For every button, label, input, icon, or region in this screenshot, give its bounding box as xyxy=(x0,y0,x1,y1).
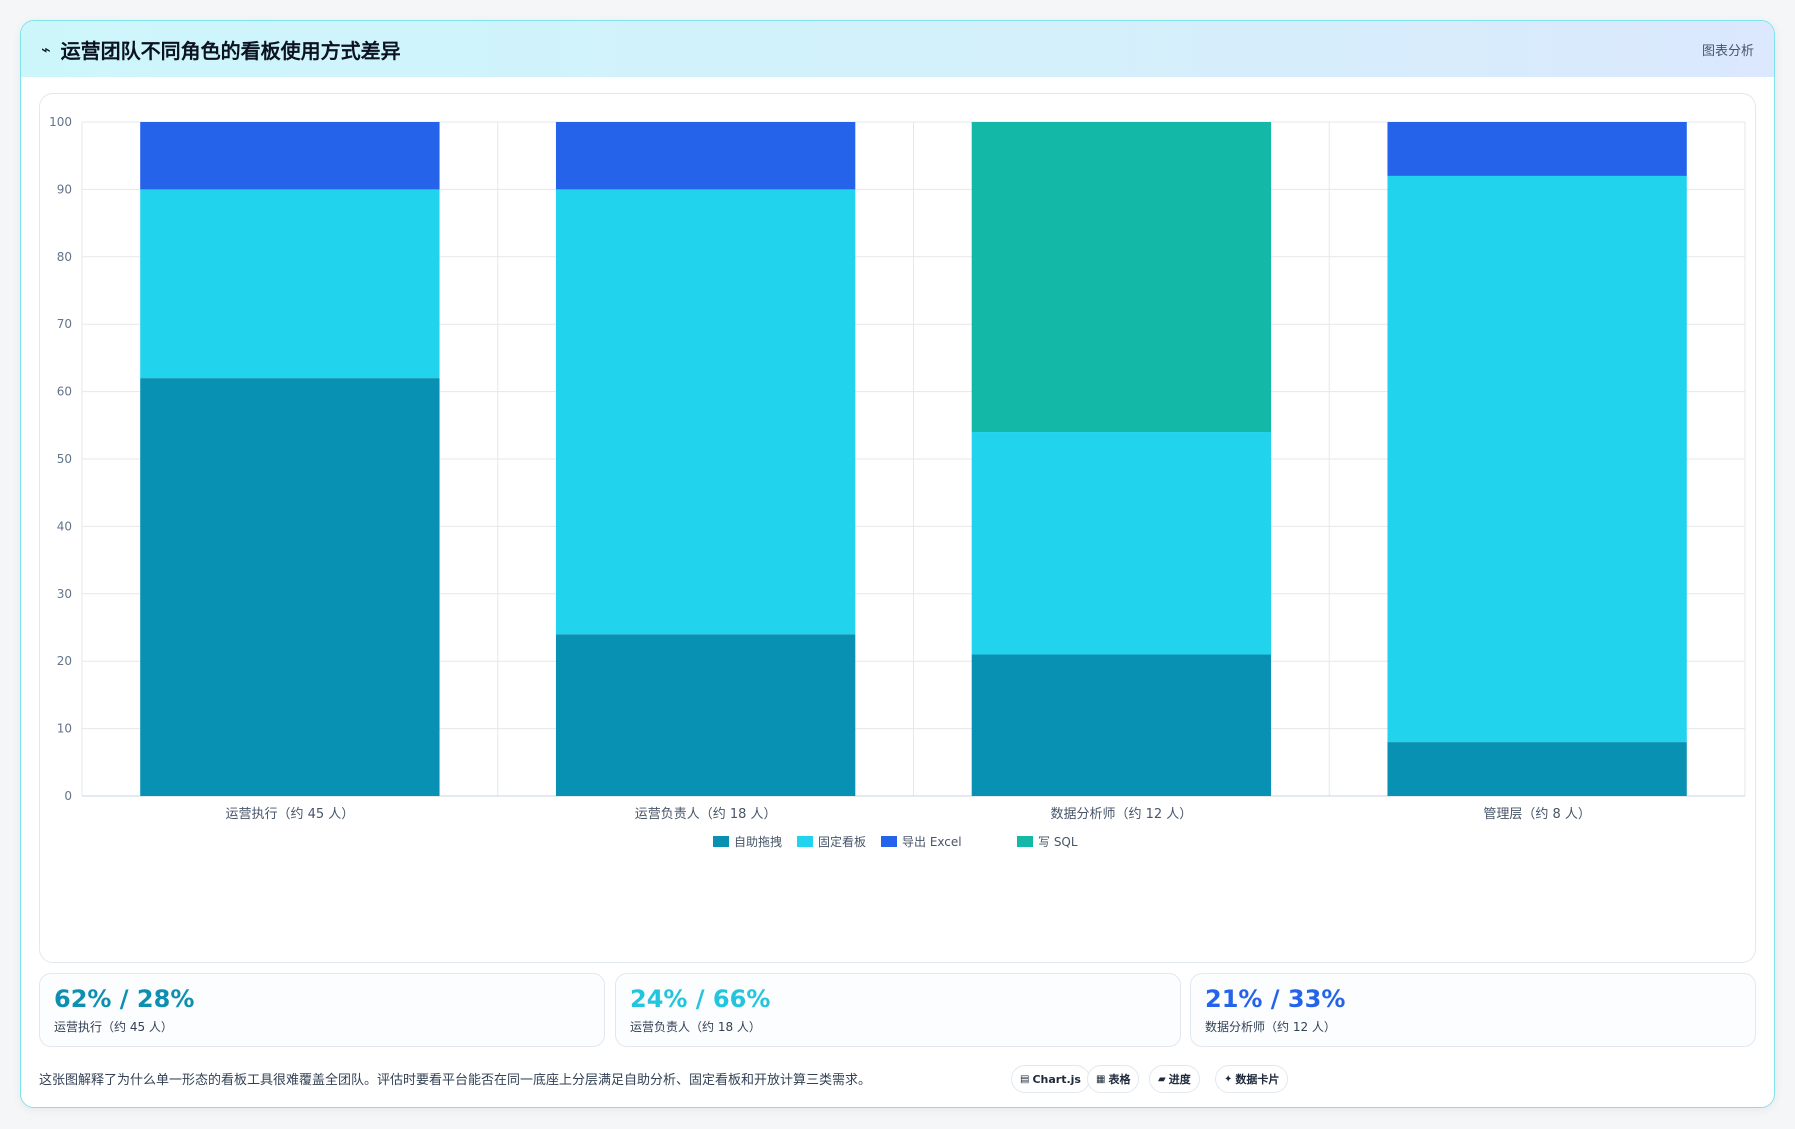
bar-segment xyxy=(971,432,1272,655)
card-footer: 这张图解释了为什么单一形态的看板工具很难覆盖全团队。评估时要看平台能否在同一底座… xyxy=(39,1061,1756,1097)
y-tick-label: 60 xyxy=(57,385,72,399)
bar-segment xyxy=(1387,122,1687,176)
pill-label: 表格 xyxy=(1108,1073,1131,1086)
card-title: 运营团队不同角色的看板使用方式差异 xyxy=(60,38,401,63)
pill-label: Chart.js xyxy=(1032,1072,1081,1086)
legend-swatch xyxy=(713,836,729,847)
legend-swatch xyxy=(881,836,897,847)
legend-swatch xyxy=(797,836,813,847)
chart-icon: ▤ xyxy=(1020,1073,1030,1085)
legend-label: 固定看板 xyxy=(818,834,866,849)
y-tick-label: 10 xyxy=(57,722,72,736)
x-tick-label: 运营负责人（约 18 人） xyxy=(635,807,777,822)
stat-value: 21% / 33% xyxy=(1205,985,1346,1013)
stat-label: 运营负责人（约 18 人） xyxy=(630,1020,761,1034)
bar-segment xyxy=(1387,175,1687,743)
y-tick-label: 50 xyxy=(57,452,72,466)
pill-table[interactable]: ▦ 表格 xyxy=(1087,1065,1140,1093)
bar-segment xyxy=(971,122,1272,433)
sparkle-icon: ✦ xyxy=(1224,1073,1233,1085)
chart-analysis-tag[interactable]: 图表分析 xyxy=(1701,44,1754,59)
bar-segment xyxy=(140,189,440,379)
stat-label: 数据分析师（约 12 人） xyxy=(1205,1020,1336,1034)
footer-note: 这张图解释了为什么单一形态的看板工具很难覆盖全团队。评估时要看平台能否在同一底座… xyxy=(39,1073,872,1088)
stat-card-ops-lead: 24% / 66% 运营负责人（约 18 人） xyxy=(615,973,1181,1047)
legend-label: 导出 Excel xyxy=(902,835,962,849)
legend-label: 写 SQL xyxy=(1038,835,1078,849)
stat-card-data-analyst: 21% / 33% 数据分析师（约 12 人） xyxy=(1190,973,1756,1047)
y-tick-label: 90 xyxy=(57,182,72,196)
y-tick-label: 30 xyxy=(57,587,72,601)
stat-card-ops-exec: 62% / 28% 运营执行（约 45 人） xyxy=(39,973,605,1047)
bar-segment xyxy=(555,634,856,796)
stacked-bar-chart: 0 10 20 30 40 50 60 70 80 90 100 运营执行（约 45 人） 运营负责人（… xyxy=(49,115,1746,849)
y-tick-label: 0 xyxy=(64,789,72,803)
pill-progress[interactable]: ▰ 进度 xyxy=(1149,1065,1200,1093)
stat-value: 24% / 66% xyxy=(630,985,771,1013)
pill-chartjs[interactable]: ▤ Chart.js xyxy=(1011,1065,1090,1093)
x-tick-label: 运营执行（约 45 人） xyxy=(225,807,354,822)
bar-segment xyxy=(140,378,440,796)
table-icon: ▦ xyxy=(1096,1073,1106,1085)
y-tick-label: 70 xyxy=(57,317,72,331)
chart-panel: 0 10 20 30 40 50 60 70 80 90 100 运营执行（约 45 人） 运营负责人（… xyxy=(39,93,1756,963)
pill-label: 进度 xyxy=(1168,1073,1191,1086)
trend-line-icon: ⌁ xyxy=(41,39,51,59)
bar-segment xyxy=(140,122,440,190)
pill-label: 数据卡片 xyxy=(1235,1073,1280,1086)
x-tick-label: 管理层（约 8 人） xyxy=(1483,807,1591,822)
card-header: ⌁ 运营团队不同角色的看板使用方式差异 图表分析 xyxy=(21,21,1774,77)
bar-segment xyxy=(971,654,1272,796)
pill-data-card[interactable]: ✦ 数据卡片 xyxy=(1215,1065,1289,1093)
progress-icon: ▰ xyxy=(1158,1073,1166,1085)
bar-segment xyxy=(1387,742,1687,796)
y-tick-label: 20 xyxy=(57,654,72,668)
legend-swatch xyxy=(1017,836,1033,847)
bar-segment xyxy=(555,189,856,635)
bar-segment xyxy=(555,122,856,190)
y-tick-label: 40 xyxy=(57,519,72,533)
stats-row: 62% / 28% 运营执行（约 45 人） 24% / 66% 运营负责人（约… xyxy=(39,973,1756,1047)
legend-label: 自助拖拽 xyxy=(734,835,782,849)
chart-card: ⌁ 运营团队不同角色的看板使用方式差异 图表分析 0 10 20 30 40 50 60 70… xyxy=(20,20,1775,1108)
y-tick-label: 80 xyxy=(57,250,72,264)
y-tick-label: 100 xyxy=(49,115,72,129)
stat-value: 62% / 28% xyxy=(54,985,195,1013)
x-tick-label: 数据分析师（约 12 人） xyxy=(1050,807,1192,822)
stat-label: 运营执行（约 45 人） xyxy=(54,1020,173,1034)
